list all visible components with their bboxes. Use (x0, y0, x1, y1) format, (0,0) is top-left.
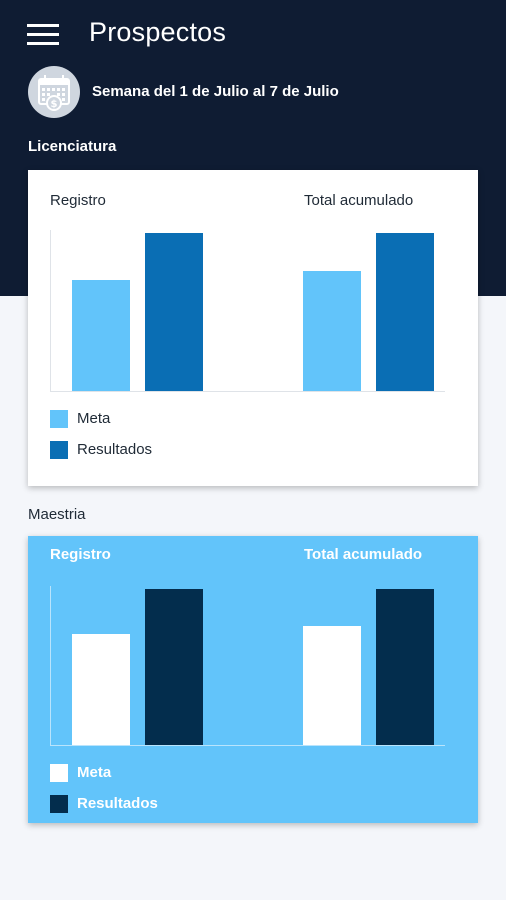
chart-card-maestria: Registro Total acumulado Meta Resultados (28, 536, 478, 823)
legend-label-resultados: Resultados (77, 795, 158, 812)
chart-title-total-acumulado: Total acumulado (304, 192, 414, 209)
bar-meta-total-acumulado (303, 626, 361, 745)
bar-meta-registro (72, 634, 130, 745)
menu-line (27, 42, 59, 45)
chart-title-registro: Registro (50, 192, 106, 209)
legend-label-meta: Meta (77, 764, 112, 781)
bar-resultados-total-acumulado (376, 589, 434, 745)
week-range-label: Semana del 1 de Julio al 7 de Julio (92, 83, 339, 100)
legend-label-resultados: Resultados (77, 441, 153, 458)
calendar-money-icon: $ (28, 66, 80, 118)
chart-title-total-acumulado: Total acumulado (304, 546, 423, 563)
legend-swatch-meta (50, 764, 68, 782)
svg-text:$: $ (51, 99, 58, 110)
menu-line (27, 33, 59, 36)
x-axis (50, 745, 445, 746)
bar-chart-plot (50, 586, 445, 746)
bar-resultados-registro (145, 589, 203, 745)
legend-swatch-resultados (50, 441, 68, 459)
menu-icon[interactable] (27, 22, 59, 48)
y-axis (50, 230, 51, 392)
y-axis (50, 586, 51, 746)
app-bar: Prospectos (0, 0, 506, 70)
menu-line (27, 24, 59, 27)
bar-resultados-registro (145, 233, 203, 391)
bar-resultados-total-acumulado (376, 233, 434, 391)
bar-meta-total-acumulado (303, 271, 361, 391)
chart-card-licenciatura: Registro Total acumulado Meta Resultados (28, 170, 478, 486)
section-title-licenciatura: Licenciatura (28, 138, 117, 155)
bar-chart-plot (50, 230, 445, 392)
x-axis (50, 391, 445, 392)
chart-title-registro: Registro (50, 546, 111, 563)
legend-swatch-resultados (50, 795, 68, 813)
week-selector[interactable]: $ Semana del 1 de Julio al 7 de Julio (28, 66, 498, 118)
page-title: Prospectos (89, 17, 227, 47)
calendar-money-icon-graphic: $ (38, 75, 70, 111)
bar-meta-registro (72, 280, 130, 391)
section-title-maestria: Maestria (28, 506, 86, 523)
legend-label-meta: Meta (77, 410, 111, 427)
legend-swatch-meta (50, 410, 68, 428)
